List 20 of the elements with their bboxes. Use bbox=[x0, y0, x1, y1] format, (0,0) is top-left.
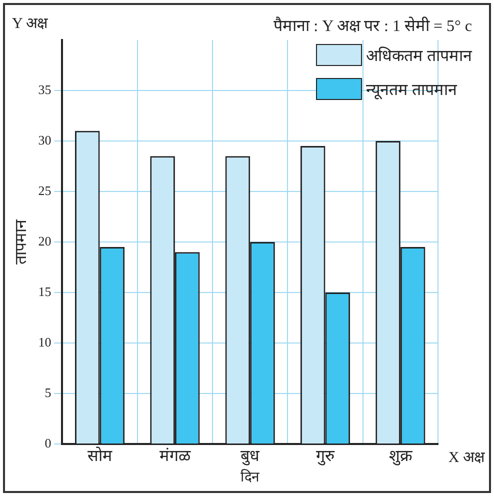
legend-label: न्यूनतम तापमान bbox=[366, 81, 457, 100]
x-tick-label: शुक्र bbox=[388, 448, 413, 466]
y-tick-label: 5 bbox=[44, 384, 52, 400]
legend-label: अधिकतम तापमान bbox=[366, 46, 472, 66]
x-axis-title: दिन bbox=[240, 468, 260, 486]
y-tick-label: 30 bbox=[38, 132, 52, 148]
x-tick-label: बुध bbox=[240, 448, 261, 466]
text: X अक्ष bbox=[448, 449, 485, 467]
y-axis-title: तापमान bbox=[12, 218, 30, 264]
x-tick-label: सोम bbox=[87, 446, 112, 465]
y-tick-label: 15 bbox=[38, 284, 52, 299]
y-tick-label: 20 bbox=[38, 233, 52, 248]
y-tick-label: 35 bbox=[38, 82, 52, 97]
text: पैमाना : Y अक्ष पर : 1 सेमी = 5° c bbox=[274, 16, 472, 36]
y-tick-label: 0 bbox=[44, 435, 52, 450]
x-tick-label: मंगळ bbox=[159, 446, 192, 465]
y-tick-label: 10 bbox=[38, 334, 52, 350]
x-tick-label: गुरु bbox=[316, 448, 335, 466]
text: Y अक्ष bbox=[12, 15, 48, 33]
y-tick-label: 25 bbox=[38, 182, 52, 198]
